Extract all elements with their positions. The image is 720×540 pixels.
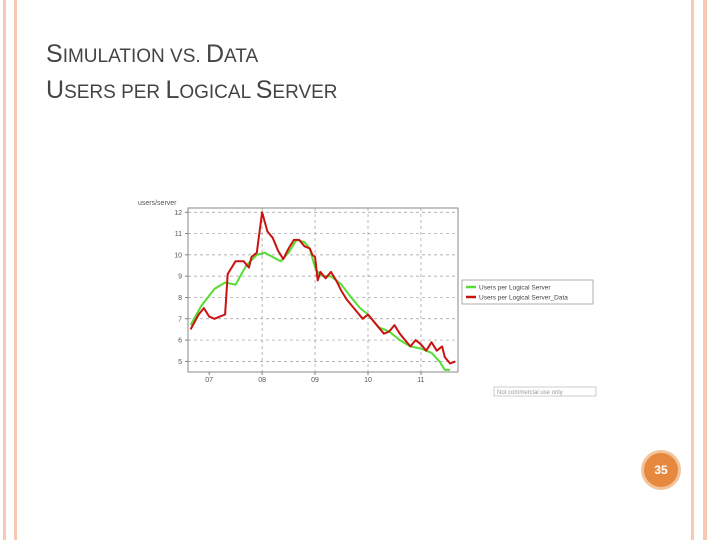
slide-title-line2: USERS PER LOGICAL SERVER <box>46 76 338 104</box>
series-line-2 <box>189 211 456 365</box>
x-tick-label: 09 <box>311 377 319 384</box>
y-tick-label: 6 <box>178 338 182 345</box>
y-tick-label: 10 <box>174 252 182 259</box>
right-rail-inner <box>691 0 694 540</box>
y-tick-label: 8 <box>178 295 182 302</box>
legend-label: Users per Logical Server_Data <box>479 295 568 302</box>
page-number-badge: 35 <box>641 450 681 490</box>
y-tick-label: 5 <box>178 359 182 366</box>
x-tick-label: 10 <box>364 377 372 384</box>
x-tick-label: 07 <box>205 377 213 384</box>
legend-label: Users per Logical Server <box>479 285 551 292</box>
footnote-box <box>493 386 597 397</box>
slide-title-line1: SIMULATION VS. DATA <box>46 40 259 68</box>
y-tick-label: 7 <box>178 316 182 323</box>
legend-box <box>461 279 594 305</box>
left-rail-inner <box>14 0 17 540</box>
y-tick-label: 9 <box>178 274 182 281</box>
x-tick-label: 11 <box>417 377 424 384</box>
left-rail <box>3 0 6 540</box>
footnote-text: Not commercial use only <box>497 390 563 396</box>
y-tick-label: 11 <box>175 231 182 238</box>
y-tick-label: 12 <box>174 210 182 217</box>
x-tick-label: 08 <box>258 377 266 384</box>
page-number: 35 <box>654 463 668 477</box>
y-axis-label: users/server <box>138 200 177 207</box>
right-rail <box>703 0 707 540</box>
